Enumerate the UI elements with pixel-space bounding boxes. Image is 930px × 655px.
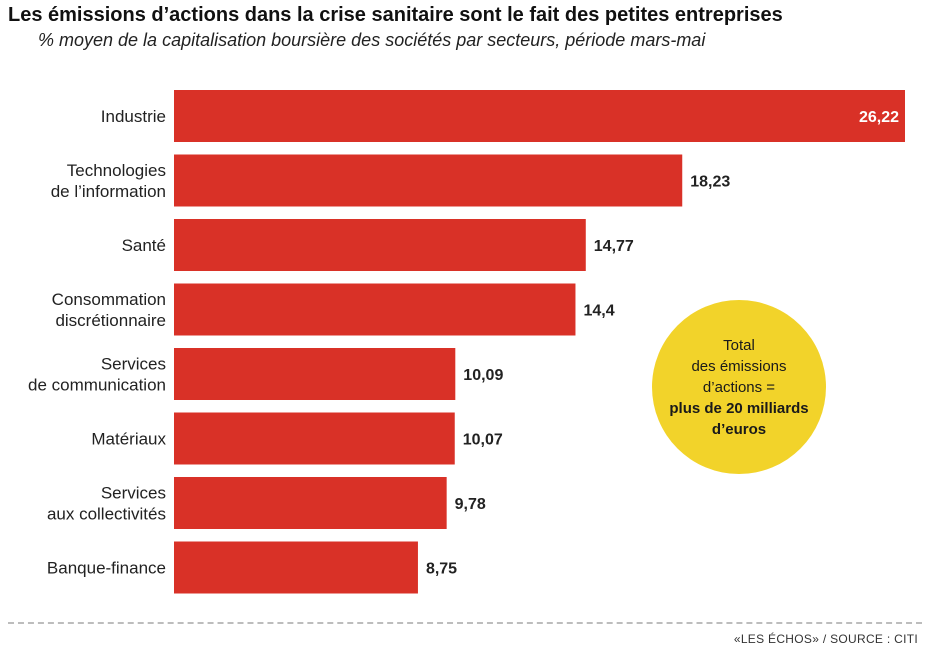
bar-6 bbox=[174, 412, 455, 465]
bar-2 bbox=[174, 154, 683, 207]
annotation-line-2: des émissions bbox=[691, 357, 787, 375]
chart-title: Les émissions d’actions dans la crise sa… bbox=[8, 4, 783, 26]
source-credit: «LES ÉCHOS» / SOURCE : CITI bbox=[733, 632, 918, 646]
value-label-8: 8,75 bbox=[426, 561, 457, 578]
annotation-line-3: d’actions = bbox=[702, 378, 776, 396]
bar-3 bbox=[174, 219, 586, 271]
footer-divider bbox=[8, 622, 922, 624]
annotation-line-1: Total bbox=[723, 336, 755, 354]
value-label-1: 26,22 bbox=[859, 109, 899, 126]
category-label-7: Services aux collectivités bbox=[47, 484, 166, 524]
bar-4 bbox=[174, 283, 576, 336]
category-label-6: Matériaux bbox=[91, 430, 166, 449]
total-annotation-bubble: Total des émissions d’actions = plus de … bbox=[652, 300, 826, 474]
category-label-1: Industrie bbox=[101, 107, 166, 126]
category-label-4: Consommation discrétionnaire bbox=[52, 290, 166, 330]
bar-7 bbox=[174, 477, 447, 529]
bar-1 bbox=[174, 90, 905, 142]
category-label-3: Santé bbox=[122, 236, 166, 255]
chart-subtitle: % moyen de la capitalisation boursière d… bbox=[38, 30, 706, 50]
value-label-7: 9,78 bbox=[455, 496, 486, 513]
bar-5 bbox=[174, 348, 456, 400]
annotation-line-5: d’euros bbox=[711, 420, 767, 438]
value-label-6: 10,07 bbox=[463, 432, 503, 449]
value-label-5: 10,09 bbox=[463, 367, 503, 384]
value-label-2: 18,23 bbox=[690, 174, 730, 191]
bar-8 bbox=[174, 541, 418, 594]
bar-chart: Industrie 26,22 Technologies de l’informati… bbox=[28, 90, 905, 594]
category-label-8: Banque-finance bbox=[47, 559, 166, 578]
value-label-3: 14,77 bbox=[594, 238, 634, 255]
value-label-4: 14,4 bbox=[583, 303, 614, 320]
category-label-5: Services de communication bbox=[28, 355, 166, 395]
category-label-2: Technologies de l’information bbox=[51, 161, 166, 201]
annotation-line-4: plus de 20 milliards bbox=[669, 399, 809, 417]
